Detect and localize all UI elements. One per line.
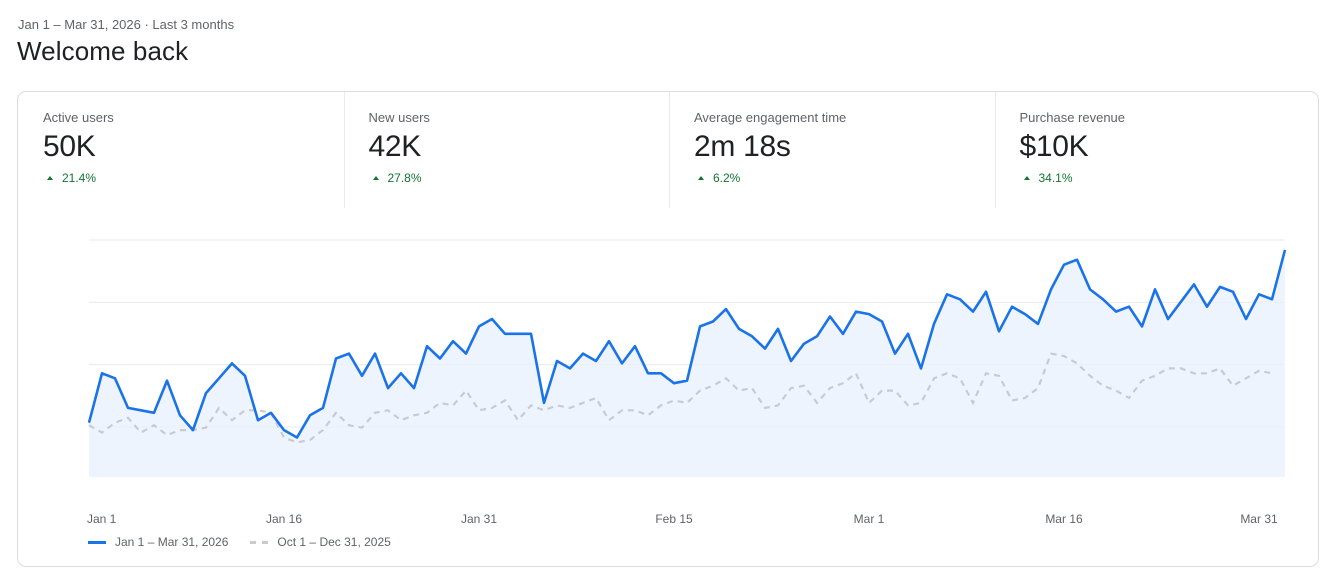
legend-label-previous: Oct 1 – Dec 31, 2025 bbox=[277, 535, 391, 549]
metric-value: 2m 18s bbox=[694, 130, 791, 163]
x-tick-label: Mar 1 bbox=[854, 512, 885, 526]
metric-change: 27.8% bbox=[369, 171, 670, 185]
metric-label: Purchase revenue bbox=[1019, 110, 1126, 125]
x-tick-label: Jan 16 bbox=[266, 512, 302, 526]
arrow-up-icon bbox=[47, 176, 53, 180]
previous-period-line bbox=[88, 352, 1273, 444]
arrow-up-icon bbox=[372, 176, 379, 180]
metric-change-value: 6.2% bbox=[713, 171, 741, 185]
metric-change: 21.4% bbox=[43, 171, 344, 185]
current-period-line bbox=[87, 249, 1287, 439]
chart-legend: Jan 1 – Mar 31, 2026 Oct 1 – Dec 31, 202… bbox=[88, 535, 413, 549]
arrow-up-icon bbox=[1023, 176, 1030, 180]
metric-active-users[interactable]: Active users 50K 21.4% bbox=[18, 92, 344, 208]
legend-swatch-solid bbox=[88, 540, 106, 544]
metric-label: Average engagement time bbox=[694, 110, 847, 125]
metric-average-engagement-time[interactable]: Average engagement time 2m 18s 6.2% bbox=[669, 92, 995, 208]
metric-purchase-revenue[interactable]: Purchase revenue $10K 34.1% bbox=[994, 92, 1321, 208]
current-period-area bbox=[89, 249, 1285, 477]
x-tick-label: Jan 31 bbox=[461, 512, 497, 526]
metric-label: New users bbox=[368, 110, 430, 125]
x-axis-tick-labels: Jan 1 Jan 16 Jan 31 Feb 15 Mar 1 Mar 16 Mar 31 bbox=[87, 512, 1278, 526]
legend-item-previous[interactable]: Oct 1 – Dec 31, 2025 bbox=[250, 535, 391, 549]
date-range[interactable]: Jan 1 – Mar 31, 2026 · Last 3 months bbox=[18, 17, 235, 32]
page-title: Welcome back bbox=[17, 36, 189, 66]
legend-swatch-dashed bbox=[250, 540, 269, 544]
metric-change: 34.1% bbox=[1020, 171, 1321, 185]
metric-value: 42K bbox=[368, 130, 422, 163]
metric-label: Active users bbox=[43, 110, 114, 125]
metric-change-value: 34.1% bbox=[1038, 171, 1073, 185]
x-tick-label: Mar 31 bbox=[1240, 512, 1278, 526]
metric-change-value: 21.4% bbox=[62, 171, 97, 185]
metric-value: 50K bbox=[43, 130, 96, 163]
metric-value: $10K bbox=[1019, 130, 1089, 163]
x-tick-label: Mar 16 bbox=[1045, 512, 1083, 526]
metric-tabs: Active users 50K 21.4% New users 42K 27.… bbox=[18, 92, 1320, 208]
metric-new-users[interactable]: New users 42K 27.8% bbox=[343, 92, 670, 208]
legend-item-current[interactable]: Jan 1 – Mar 31, 2026 bbox=[88, 535, 228, 549]
x-tick-label: Jan 1 bbox=[87, 512, 117, 526]
x-tick-label: Feb 15 bbox=[655, 512, 693, 526]
metric-change: 6.2% bbox=[694, 171, 995, 185]
overview-card: Active users 50K 21.4% New users 42K 27.… bbox=[17, 91, 1319, 567]
arrow-up-icon bbox=[698, 176, 704, 180]
line-chart[interactable]: Jan 1 Jan 16 Jan 31 Feb 15 Mar 1 Mar 16 Mar 31 bbox=[18, 92, 1318, 566]
legend-label-current: Jan 1 – Mar 31, 2026 bbox=[115, 535, 229, 549]
metric-change-value: 27.8% bbox=[387, 171, 422, 185]
